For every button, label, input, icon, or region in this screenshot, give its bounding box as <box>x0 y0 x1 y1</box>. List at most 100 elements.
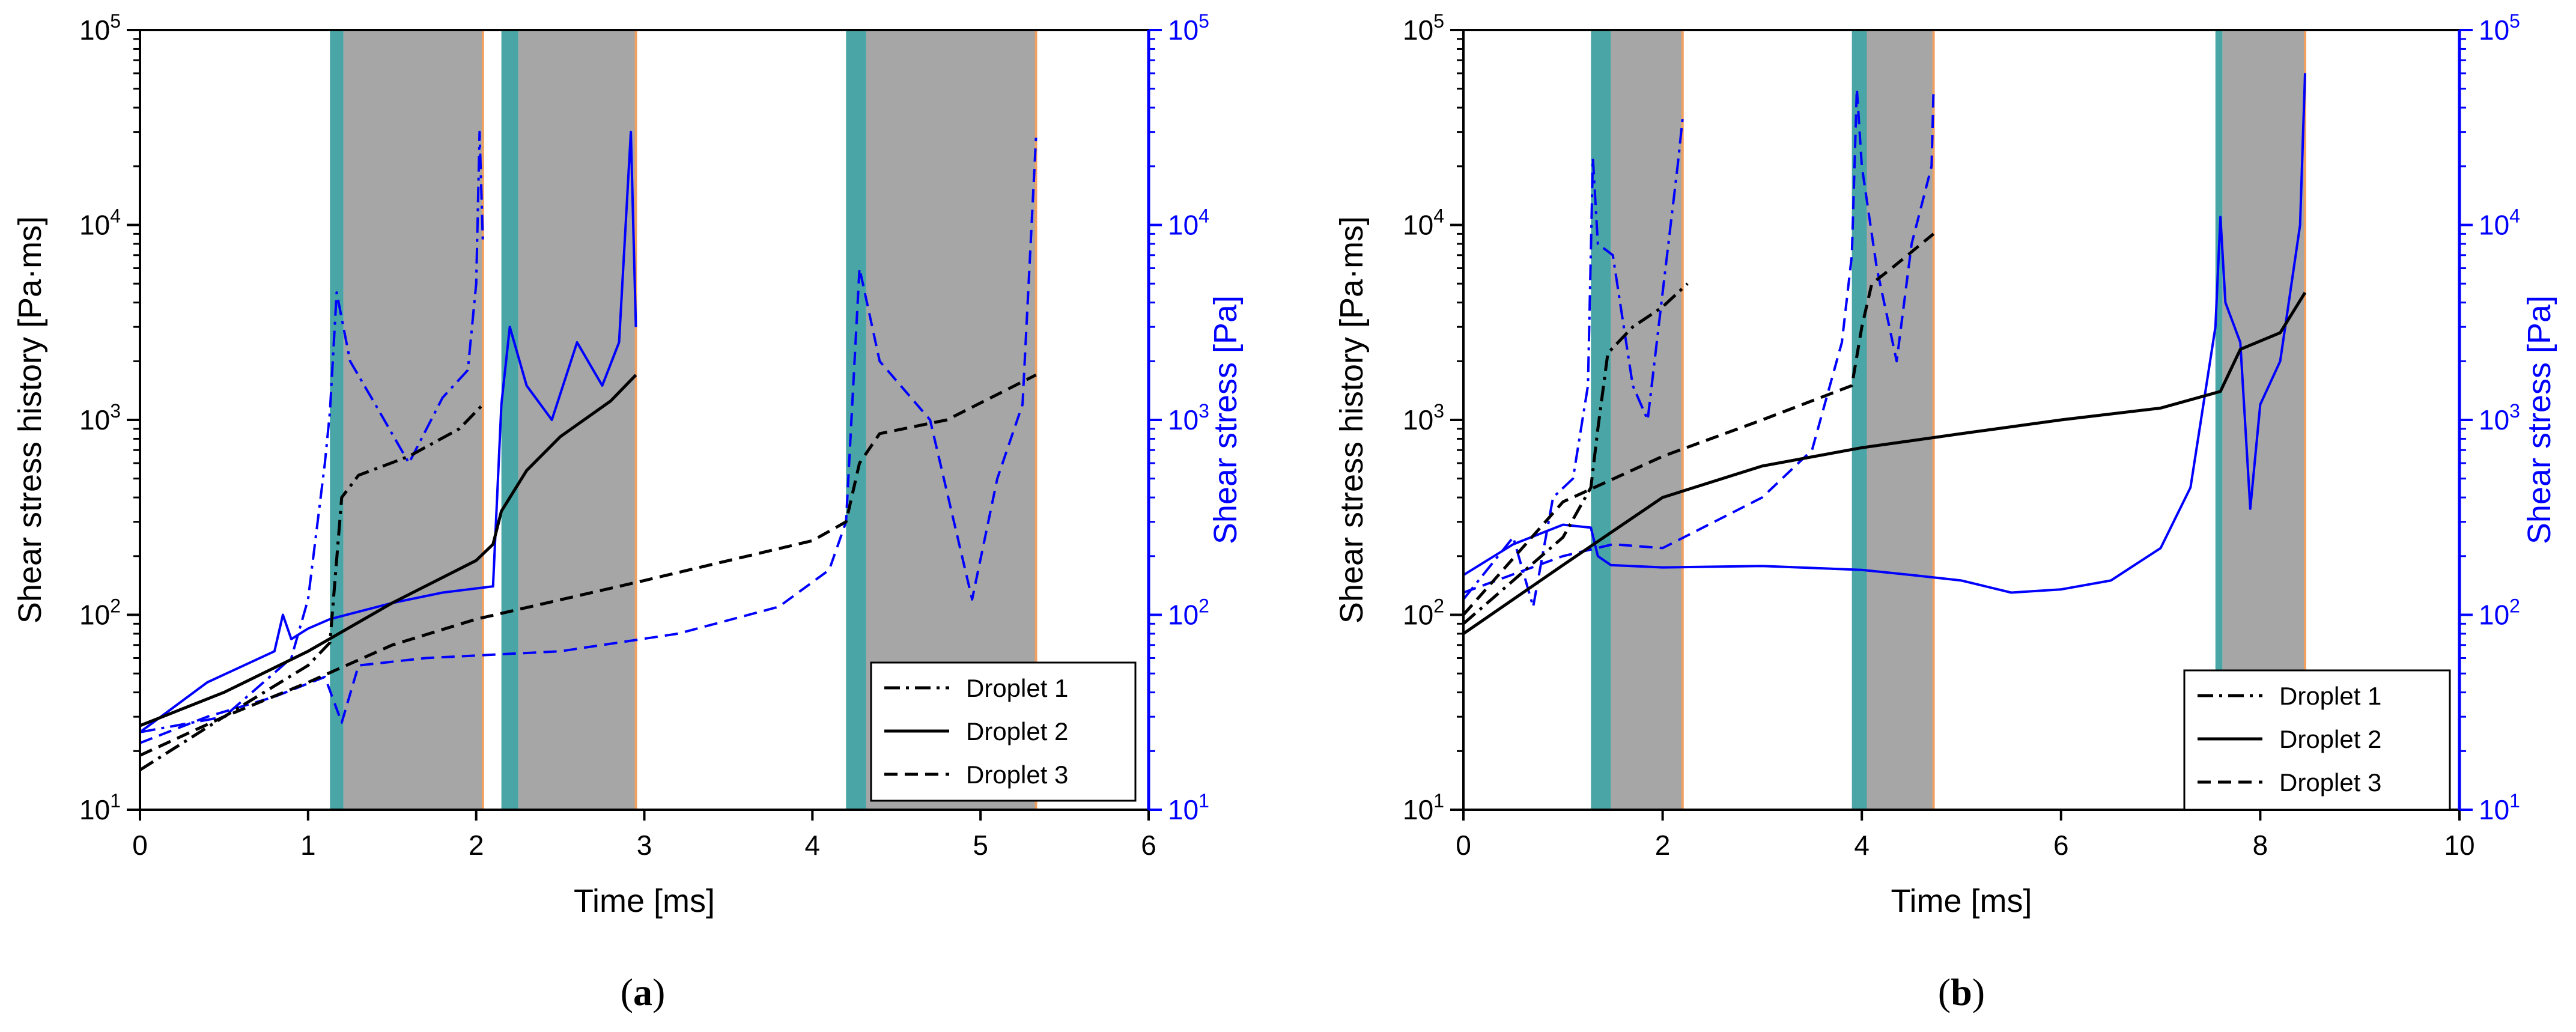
y-left-tick-label: 102 <box>79 595 121 631</box>
x-axis-ticks: 0 2 4 6 8 10 <box>1456 810 2475 861</box>
teal-interval-3 <box>846 30 866 810</box>
y-left-tick-label: 105 <box>79 10 121 46</box>
series-line-droplet-2 <box>140 374 637 727</box>
y-right-tick-exponent: 5 <box>1198 10 1209 32</box>
x-tick-label: 2 <box>469 830 484 861</box>
y-right-tick-label: 105 <box>2479 10 2520 46</box>
y-right-tick-base: 10 <box>2479 404 2509 436</box>
y-left-tick-base: 10 <box>79 14 110 46</box>
y-left-tick-label: 105 <box>1403 10 1444 46</box>
y-right-tick-exponent: 2 <box>2509 595 2520 617</box>
y-right-tick-base: 10 <box>2479 794 2509 825</box>
panel-label: (b) <box>1938 971 1985 1013</box>
y-right-tick-exponent: 4 <box>2509 205 2520 227</box>
x-tick-label: 10 <box>2444 830 2474 861</box>
y-right-tick-label: 103 <box>1168 400 1209 436</box>
x-axis-title: Time [ms] <box>1891 883 2032 919</box>
panel-label-close: ) <box>1972 971 1985 1013</box>
y-right-tick-exponent: 2 <box>1198 595 1209 617</box>
y-left-tick-exponent: 3 <box>110 400 121 422</box>
y-left-tick-exponent: 5 <box>1433 10 1444 32</box>
y-right-tick-base: 10 <box>1168 599 1198 631</box>
gray-interval-2 <box>1867 30 1934 810</box>
y-axis-title-left: Shear stress history [Pa·ms] <box>1334 216 1370 624</box>
y-left-tick-base: 10 <box>79 404 110 436</box>
panel-label-letter: a <box>633 971 652 1013</box>
x-tick-label: 4 <box>1854 830 1870 861</box>
legend-label: Droplet 2 <box>2279 725 2381 753</box>
y-right-tick-exponent: 1 <box>1198 790 1209 812</box>
x-axis-ticks: 0 1 2 3 4 5 6 <box>132 810 1156 861</box>
panel-label-open: ( <box>1938 971 1951 1013</box>
x-tick-label: 0 <box>1456 830 1471 861</box>
y-left-tick-label: 103 <box>79 400 121 436</box>
shaded-intervals <box>1591 30 2307 810</box>
series-line-droplet-2-stress <box>1463 73 2306 594</box>
x-tick-label: 5 <box>973 830 988 861</box>
y-right-tick-label: 103 <box>2479 400 2520 436</box>
y-left-tick-exponent: 2 <box>1433 595 1444 617</box>
y-right-tick-exponent: 1 <box>2509 790 2520 812</box>
series-line-droplet-1-stress <box>1463 118 1684 609</box>
teal-interval-1 <box>1591 30 1611 810</box>
y-left-tick-base: 10 <box>79 599 110 631</box>
series-line-droplet-1-stress <box>140 130 484 733</box>
gray-interval-2 <box>518 30 636 810</box>
y-right-tick-base: 10 <box>1168 14 1198 46</box>
series-line-droplet-3 <box>1463 232 1935 616</box>
y-right-tick-base: 10 <box>2479 14 2509 46</box>
y-right-tick-label: 104 <box>1168 205 1209 241</box>
y-left-tick-exponent: 1 <box>1433 790 1444 812</box>
series-lines <box>140 130 1037 771</box>
legend-label: Droplet 3 <box>966 760 1068 789</box>
legend: Droplet 1 Droplet 2 Droplet 3 <box>870 661 1137 802</box>
y-right-tick-base: 10 <box>2479 599 2509 631</box>
y-left-tick-label: 103 <box>1403 400 1444 436</box>
x-tick-label: 6 <box>1141 830 1156 861</box>
series-line-droplet-3-stress <box>1463 87 1935 594</box>
series-line-droplet-1 <box>1463 282 1689 625</box>
y-right-tick-label: 105 <box>1168 10 1209 46</box>
x-tick-label: 3 <box>637 830 652 861</box>
panel-label: (a) <box>621 971 666 1013</box>
y-right-tick-base: 10 <box>1168 404 1198 436</box>
y-axis-title-right: Shear stress [Pa] <box>1208 296 1244 544</box>
y-left-tick-label: 102 <box>1403 595 1444 631</box>
x-tick-label: 2 <box>1655 830 1671 861</box>
y-right-tick-exponent: 3 <box>2509 400 2520 422</box>
gray-interval-1 <box>343 30 483 810</box>
x-axis-title: Time [ms] <box>574 883 715 919</box>
y-right-tick-label: 101 <box>1168 790 1209 825</box>
series-line-droplet-3 <box>140 373 1037 757</box>
panel-label-close: ) <box>652 971 665 1013</box>
y-left-tick-exponent: 4 <box>1433 205 1444 227</box>
y-left-tick-base: 10 <box>1403 14 1433 46</box>
y-right-tick-label: 101 <box>2479 790 2520 825</box>
y-right-tick-base: 10 <box>1168 794 1198 825</box>
y-left-tick-label: 101 <box>1403 790 1444 825</box>
y-left-tick-label: 104 <box>1403 205 1444 241</box>
x-tick-label: 4 <box>805 830 821 861</box>
y-right-tick-label: 102 <box>2479 595 2520 631</box>
legend: Droplet 1 Droplet 2 Droplet 3 <box>2183 669 2451 811</box>
y-left-tick-exponent: 1 <box>110 790 121 812</box>
y-left-tick-exponent: 2 <box>110 595 121 617</box>
y-left-tick-base: 10 <box>1403 599 1433 631</box>
y-right-tick-exponent: 3 <box>1198 400 1209 422</box>
y-left-tick-exponent: 4 <box>110 205 121 227</box>
series-lines <box>1463 73 2307 635</box>
y-axis-title-left: Shear stress history [Pa·ms] <box>12 216 48 624</box>
y-right-tick-label: 102 <box>1168 595 1209 631</box>
legend-label: Droplet 1 <box>966 674 1068 702</box>
panel-label-open: ( <box>621 971 633 1013</box>
panel-label-letter: b <box>1951 971 1972 1013</box>
x-tick-label: 8 <box>2253 830 2268 861</box>
y-right-tick-exponent: 5 <box>2509 10 2520 32</box>
series-line-droplet-2 <box>1463 291 2307 635</box>
legend-label: Droplet 1 <box>2279 682 2381 710</box>
legend-label: Droplet 3 <box>2279 768 2381 797</box>
series-line-droplet-3-stress <box>140 138 1037 744</box>
